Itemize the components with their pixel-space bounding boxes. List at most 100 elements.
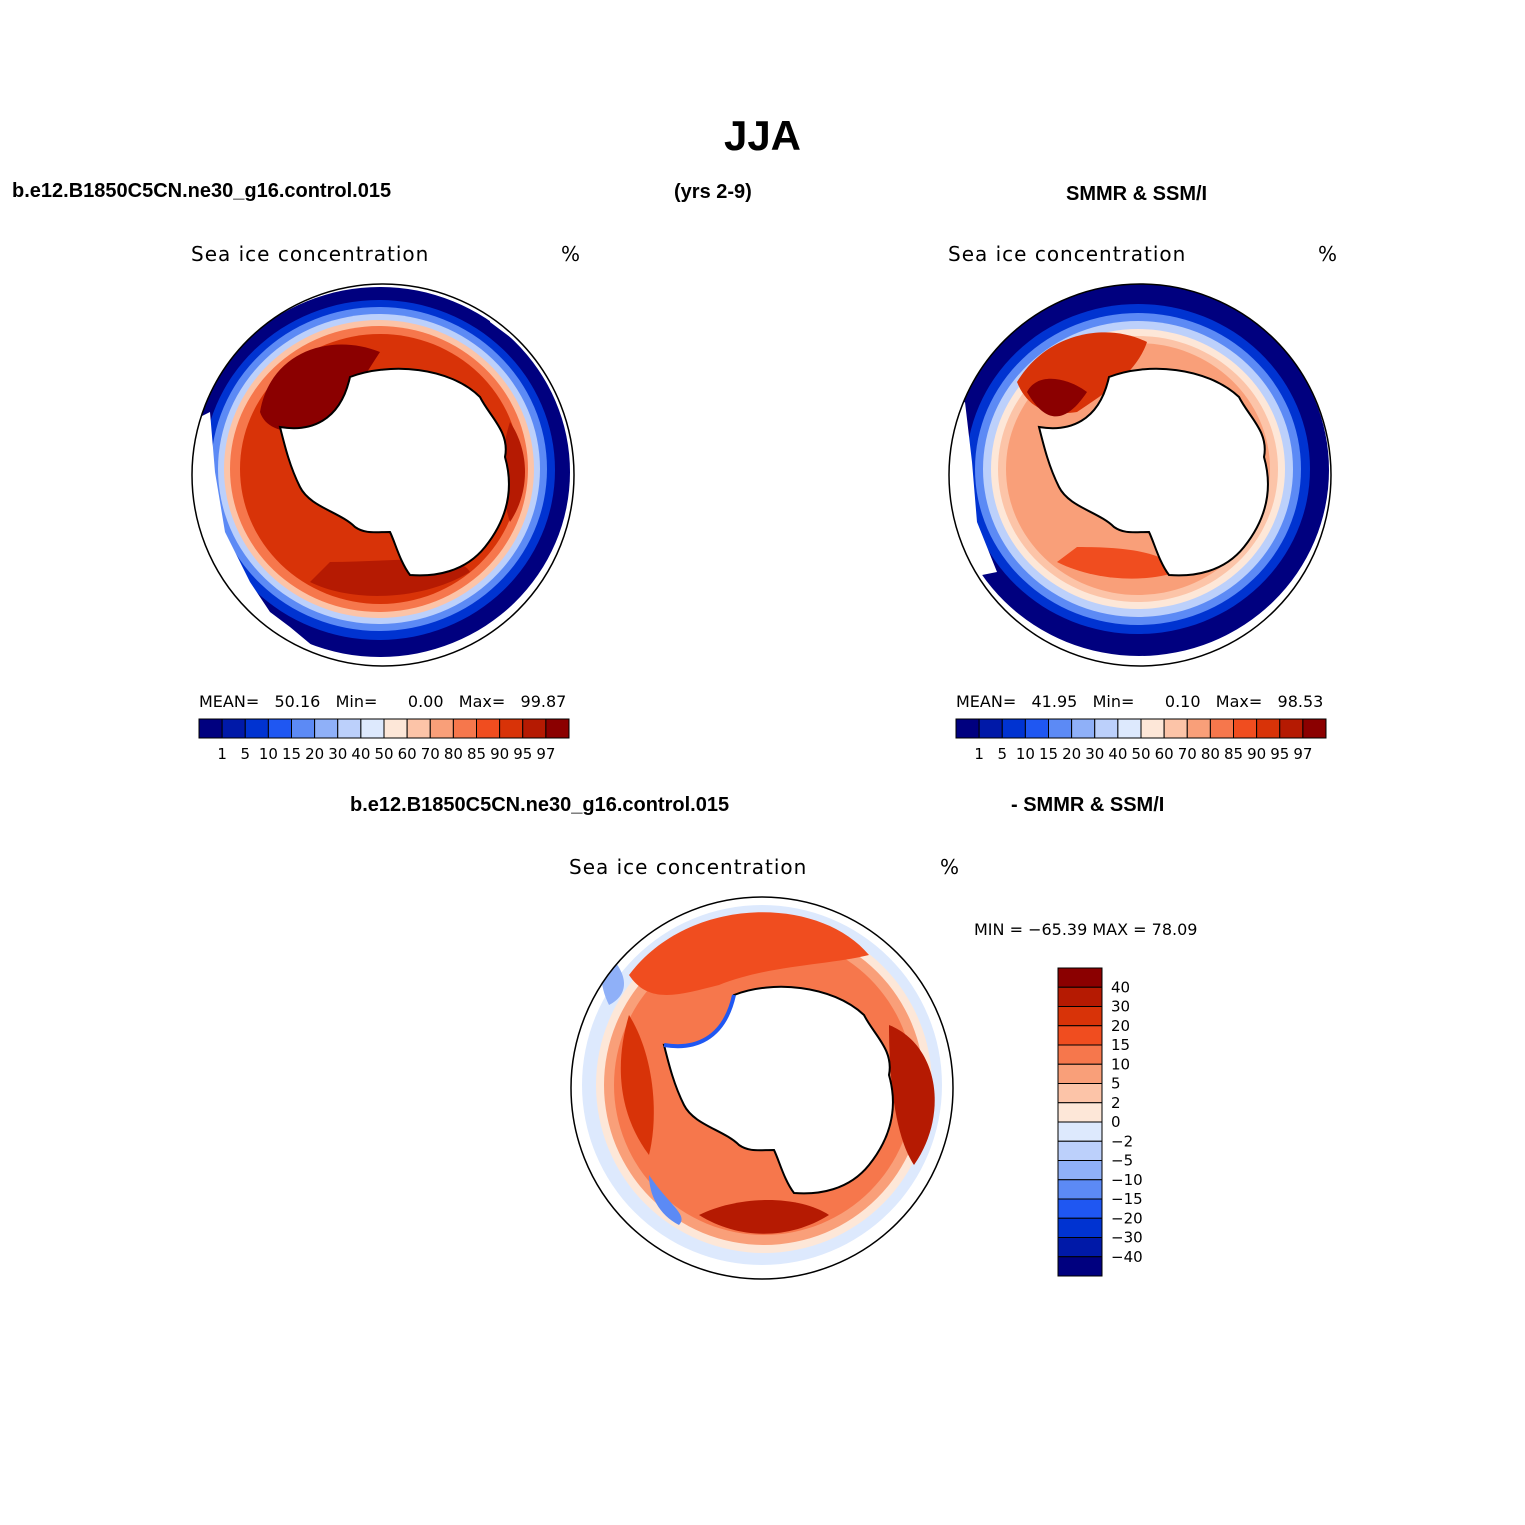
model-colorbar-swatch-13 [499, 718, 524, 739]
obs-colorbar-swatch-0 [955, 718, 980, 739]
model-colorbar-swatch-10 [429, 718, 454, 739]
diff-colorbar-swatch-14 [1057, 1237, 1103, 1258]
obs-min-value: 0.10 [1164, 692, 1201, 711]
model-colorbar-swatch-7 [360, 718, 385, 739]
model-colorbar-swatch-6 [337, 718, 362, 739]
obs-colorbar-swatch-8 [1140, 718, 1165, 739]
obs-colorbar-tick-label-0: 1 [974, 745, 984, 763]
header-center: (yrs 2-9) [674, 181, 752, 203]
model-colorbar-swatch-15 [545, 718, 570, 739]
obs-colorbar-swatch-1 [978, 718, 1003, 739]
model-panel-unit: % [561, 242, 581, 266]
obs-colorbar-tick-label-2: 10 [1016, 745, 1035, 763]
obs-colorbar-tick-label-13: 95 [1270, 745, 1289, 763]
diff-header-right: - SMMR & SSM/I [1011, 794, 1165, 816]
model-colorbar-tick-label-2: 10 [259, 745, 278, 763]
obs-colorbar-swatch-5 [1071, 718, 1096, 739]
model-colorbar-swatch-12 [476, 718, 501, 739]
model-colorbar-swatch-8 [383, 718, 408, 739]
obs-stats: MEAN= 41.95 Min= 0.10 Max= 98.53 [956, 692, 1323, 711]
model-stats: MEAN= 50.16 Min= 0.00 Max= 99.87 [199, 692, 566, 711]
figure-title: JJA [723, 112, 802, 159]
obs-colorbar: 1 5 10 15 20 30 40 50 60 70 80 85 90 95 97 [955, 718, 1327, 763]
model-colorbar-tick-label-1: 5 [240, 745, 250, 763]
model-colorbar-swatch-1 [221, 718, 246, 739]
obs-panel-title: Sea ice concentration [948, 242, 1187, 266]
diff-colorbar-tick-label-3: 15 [1111, 1036, 1130, 1054]
diff-colorbar-tick-label-6: 2 [1111, 1094, 1121, 1112]
obs-colorbar-tick-label-5: 30 [1085, 745, 1104, 763]
model-colorbar-tick-label-11: 85 [467, 745, 486, 763]
obs-mean-label: MEAN= [956, 692, 1017, 711]
model-min-label: Min= [335, 692, 378, 711]
obs-colorbar-swatch-10 [1186, 718, 1211, 739]
diff-colorbar-swatch-12 [1057, 1198, 1103, 1219]
model-max-label: Max= [458, 692, 506, 711]
model-colorbar-swatch-3 [267, 718, 292, 739]
diff-colorbar-swatch-1 [1057, 986, 1103, 1007]
obs-colorbar-swatch-11 [1209, 718, 1234, 739]
model-colorbar-tick-label-14: 97 [536, 745, 555, 763]
diff-colorbar-tick-label-10: −10 [1111, 1171, 1143, 1189]
model-mean-label: MEAN= [199, 692, 260, 711]
obs-colorbar-swatch-13 [1256, 718, 1281, 739]
model-mean-value: 50.16 [274, 692, 321, 711]
obs-colorbar-tick-label-1: 5 [997, 745, 1007, 763]
obs-colorbar-swatch-9 [1163, 718, 1188, 739]
model-colorbar-swatch-0 [198, 718, 223, 739]
diff-panel-unit: % [940, 855, 960, 879]
obs-min-label: Min= [1092, 692, 1135, 711]
obs-panel-unit: % [1318, 242, 1338, 266]
diff-colorbar-tick-label-2: 20 [1111, 1017, 1130, 1035]
obs-mean-value: 41.95 [1031, 692, 1078, 711]
obs-colorbar-tick-label-6: 40 [1108, 745, 1127, 763]
obs-max-label: Max= [1215, 692, 1263, 711]
diff-colorbar-swatch-5 [1057, 1063, 1103, 1084]
diff-panel-title: Sea ice concentration [569, 855, 808, 879]
obs-colorbar-swatch-6 [1094, 718, 1119, 739]
diff-colorbar-tick-label-7: 0 [1111, 1113, 1121, 1131]
diff-colorbar-tick-label-0: 40 [1111, 978, 1130, 996]
diff-colorbar-tick-label-4: 10 [1111, 1055, 1130, 1073]
obs-colorbar-swatch-15 [1302, 718, 1327, 739]
model-colorbar-tick-label-7: 50 [374, 745, 393, 763]
diff-colorbar-swatch-9 [1057, 1140, 1103, 1161]
model-colorbar-tick-label-4: 20 [305, 745, 324, 763]
obs-colorbar-tick-label-7: 50 [1131, 745, 1150, 763]
diff-colorbar-tick-label-14: −40 [1111, 1248, 1143, 1266]
diff-colorbar-tick-label-5: 5 [1111, 1075, 1121, 1093]
diff-colorbar-swatch-3 [1057, 1025, 1103, 1046]
obs-colorbar-tick-label-12: 90 [1247, 745, 1266, 763]
model-colorbar: 1 5 10 15 20 30 40 50 60 70 80 85 90 95 97 [198, 718, 570, 763]
diff-colorbar-tick-label-9: −5 [1111, 1152, 1133, 1170]
model-panel-title: Sea ice concentration [191, 242, 430, 266]
model-colorbar-swatch-14 [522, 718, 547, 739]
diff-colorbar-tick-label-1: 30 [1111, 998, 1130, 1016]
model-colorbar-tick-label-12: 90 [490, 745, 509, 763]
diff-header-left: b.e12.B1850C5CN.ne30_g16.control.015 [350, 794, 730, 816]
model-colorbar-swatch-9 [406, 718, 431, 739]
model-colorbar-tick-label-8: 60 [398, 745, 417, 763]
diff-colorbar-swatch-7 [1057, 1102, 1103, 1123]
model-colorbar-tick-label-6: 40 [351, 745, 370, 763]
diff-colorbar-tick-label-13: −30 [1111, 1229, 1143, 1247]
obs-colorbar-swatch-3 [1024, 718, 1049, 739]
obs-max-value: 98.53 [1277, 692, 1324, 711]
diff-colorbar-swatch-4 [1057, 1044, 1103, 1065]
diff-colorbar-swatch-15 [1057, 1256, 1103, 1277]
diff-colorbar-swatch-13 [1057, 1217, 1103, 1238]
header-right: SMMR & SSM/I [1066, 183, 1208, 205]
model-colorbar-tick-label-9: 70 [421, 745, 440, 763]
obs-colorbar-swatch-12 [1233, 718, 1258, 739]
model-colorbar-swatch-5 [314, 718, 339, 739]
obs-colorbar-tick-label-11: 85 [1224, 745, 1243, 763]
obs-colorbar-tick-label-14: 97 [1293, 745, 1312, 763]
model-colorbar-swatch-4 [291, 718, 316, 739]
obs-colorbar-tick-label-9: 70 [1178, 745, 1197, 763]
diff-colorbar-swatch-2 [1057, 1006, 1103, 1027]
model-min-value: 0.00 [407, 692, 444, 711]
obs-colorbar-tick-label-8: 60 [1155, 745, 1174, 763]
obs-colorbar-tick-label-10: 80 [1201, 745, 1220, 763]
model-polar-map [191, 283, 575, 667]
